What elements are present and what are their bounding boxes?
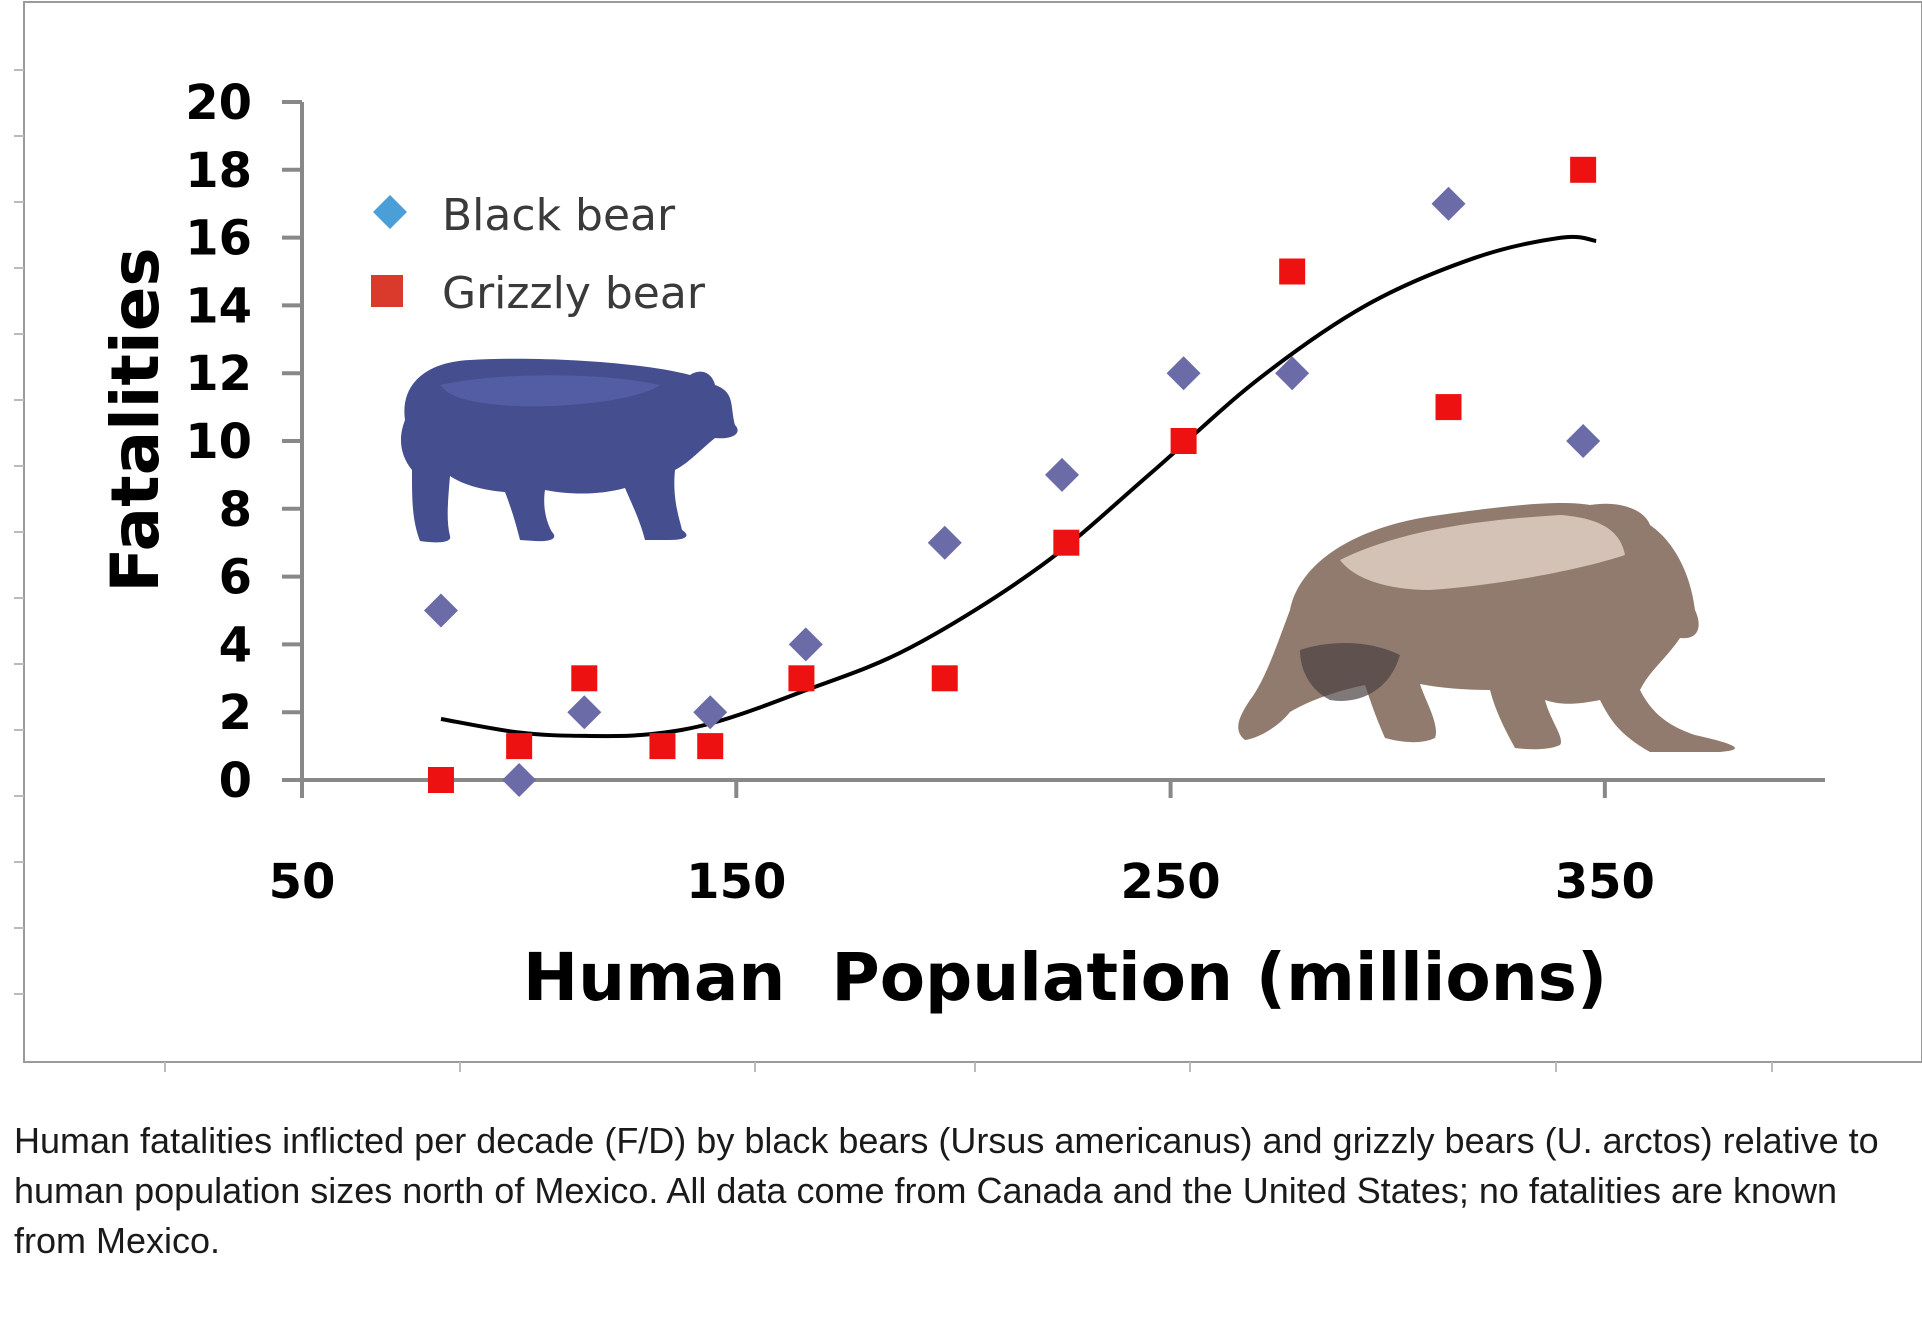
- grizzly-bear-point: [1170, 428, 1197, 454]
- grizzly-bear-point: [788, 665, 815, 692]
- y-tick-label: 10: [185, 414, 252, 470]
- x-tick-label: 350: [1555, 854, 1655, 910]
- grizzly-bear-point: [427, 767, 454, 793]
- x-axis-title: Human Population (millions): [523, 939, 1607, 1016]
- plot-axes: [300, 102, 1825, 795]
- y-tick-label: 0: [219, 753, 252, 809]
- x-tick-label: 250: [1120, 854, 1220, 910]
- y-tick-label: 2: [219, 685, 252, 741]
- grizzly-bear-point: [931, 665, 958, 692]
- grizzly-bear-point: [571, 665, 598, 692]
- y-tick-label: 14: [185, 278, 252, 334]
- black-bear-body: [400, 358, 738, 543]
- black-bear-illustration: [400, 358, 738, 543]
- grizzly-bear-point: [649, 733, 676, 760]
- x-tick-label: 150: [686, 854, 786, 910]
- black-bear-point: [1431, 186, 1466, 221]
- legend-grizzly-bear-label: Grizzly bear: [442, 268, 706, 319]
- y-tick-label: 20: [185, 75, 252, 131]
- grizzly-bear-point: [1570, 156, 1597, 183]
- grizzly-bear-point: [1435, 394, 1462, 421]
- grizzly-bear-point: [1279, 258, 1306, 285]
- legend-black-bear-label: Black bear: [442, 190, 676, 241]
- black-bear-point: [1566, 424, 1601, 458]
- legend-black-bear-marker: [373, 195, 407, 229]
- x-tick-label: 50: [269, 854, 336, 910]
- y-tick-label: 6: [219, 550, 252, 606]
- grizzly-bear-point: [506, 733, 533, 760]
- black-bear-point: [502, 763, 537, 797]
- y-tick-label: 12: [185, 346, 252, 402]
- black-bear-point: [788, 627, 823, 662]
- x-axis-ticks: 50 150 250 350: [269, 780, 1655, 910]
- black-bear-point: [927, 525, 962, 560]
- black-bear-point: [567, 695, 602, 730]
- figure-caption: Human fatalities inflicted per decade (F…: [14, 1120, 1879, 1261]
- y-tick-label: 16: [185, 211, 252, 267]
- black-bear-shading: [440, 375, 660, 407]
- black-bear-point: [1275, 356, 1310, 391]
- chart-figure: 0 2 4 6 8 10 12 14 16 18 20 50 150 250 350 Fatalities…: [14, 1, 1922, 1072]
- grizzly-bear-shadow: [1300, 643, 1400, 701]
- grizzly-bear-illustration: [1238, 503, 1735, 752]
- y-tick-label: 8: [219, 482, 252, 538]
- legend-grizzly-bear-marker: [371, 275, 403, 307]
- legend: Black bear Grizzly bear: [371, 190, 706, 319]
- black-bear-point: [1045, 457, 1079, 492]
- data-points: [423, 156, 1601, 797]
- y-tick-label: 18: [185, 143, 252, 199]
- black-bear-point: [693, 695, 728, 730]
- trendline: [440, 234, 1597, 739]
- y-axis-ticks: 0 2 4 6 8 10 12 14 16 18 20: [185, 75, 302, 809]
- black-bear-point: [423, 593, 458, 628]
- frame-ticks: [14, 69, 1773, 1072]
- grizzly-bear-point: [697, 733, 724, 760]
- grizzly-bear-highlight: [1340, 515, 1625, 590]
- black-bear-point: [1166, 356, 1201, 391]
- y-tick-label: 4: [219, 617, 252, 673]
- grizzly-bear-point: [1053, 529, 1080, 556]
- y-axis-title: Fatalities: [97, 247, 174, 592]
